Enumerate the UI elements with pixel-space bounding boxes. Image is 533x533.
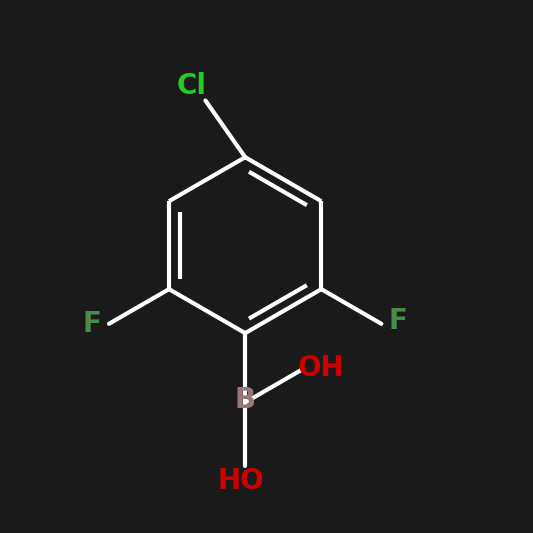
- Text: Cl: Cl: [177, 71, 207, 100]
- Text: B: B: [235, 386, 256, 414]
- Text: F: F: [83, 310, 101, 338]
- Text: HO: HO: [217, 467, 264, 495]
- Text: F: F: [389, 307, 408, 335]
- Text: OH: OH: [297, 354, 344, 382]
